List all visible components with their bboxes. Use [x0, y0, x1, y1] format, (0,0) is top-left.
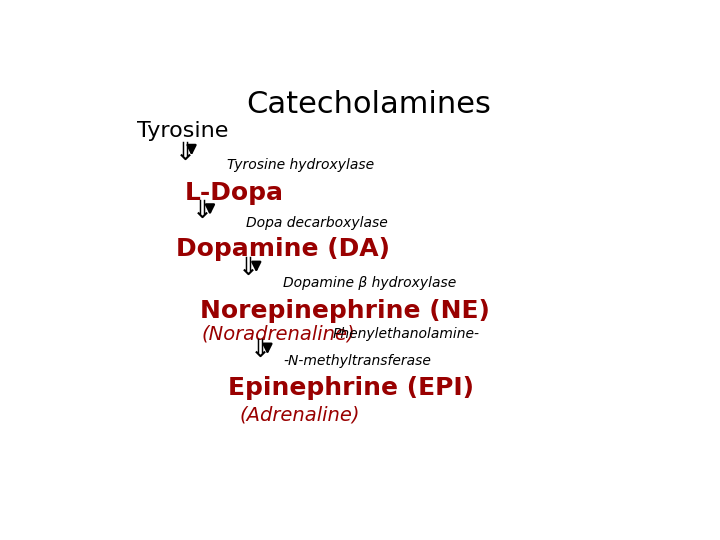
Text: (Noradrenaline): (Noradrenaline): [202, 325, 355, 344]
Text: L-Dopa: L-Dopa: [185, 181, 284, 205]
Text: Dopamine β hydroxylase: Dopamine β hydroxylase: [282, 276, 456, 289]
Text: -N-methyltransferase: -N-methyltransferase: [284, 354, 431, 368]
Text: Catecholamines: Catecholamines: [246, 90, 492, 119]
Text: ⇓: ⇓: [192, 199, 213, 223]
Text: Dopa decarboxylase: Dopa decarboxylase: [246, 216, 388, 230]
Text: ⇓: ⇓: [238, 256, 259, 280]
Text: Norepinephrine (NE): Norepinephrine (NE): [200, 299, 490, 323]
Text: Epinephrine (EPI): Epinephrine (EPI): [228, 376, 474, 400]
Text: Phenylethanolamine-: Phenylethanolamine-: [333, 327, 480, 341]
Text: (Adrenaline): (Adrenaline): [240, 406, 360, 424]
Text: ⇓: ⇓: [174, 141, 195, 165]
Text: Dopamine (DA): Dopamine (DA): [176, 238, 390, 261]
Text: Tyrosine hydroxylase: Tyrosine hydroxylase: [227, 158, 374, 172]
Text: ⇓: ⇓: [250, 338, 271, 362]
Text: Tyrosine: Tyrosine: [138, 122, 229, 141]
